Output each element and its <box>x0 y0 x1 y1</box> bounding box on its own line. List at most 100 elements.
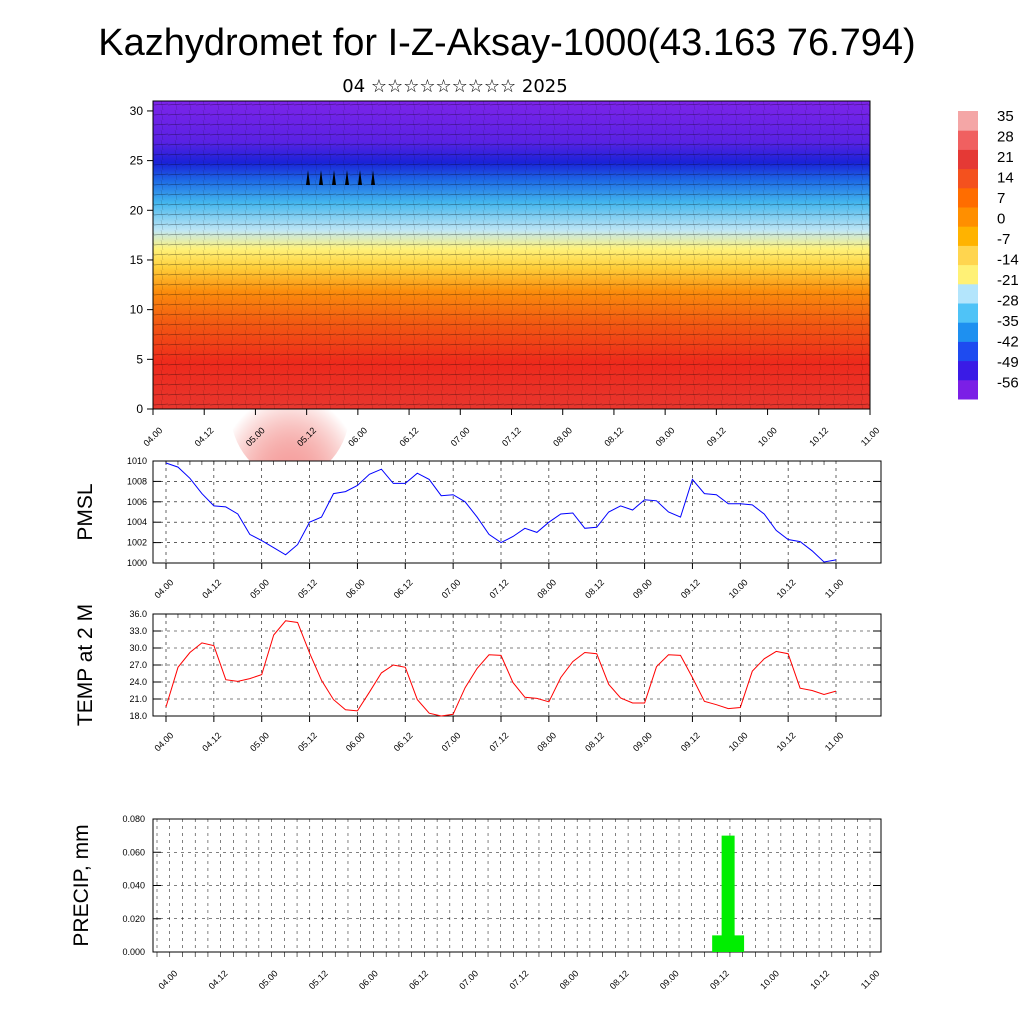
colorbar-swatch <box>958 226 978 246</box>
temp-x-tick-label: 07.00 <box>440 730 463 753</box>
pmsl-x-tick-label: 05.00 <box>248 577 271 600</box>
colorbar-swatch <box>958 149 978 170</box>
pmsl-x-tick-label: 09.00 <box>631 577 654 600</box>
colorbar-swatch <box>958 322 978 342</box>
colorbar-swatch <box>958 207 978 227</box>
temp-y-label: TEMP at 2 M <box>74 604 97 726</box>
precip-x-tick-label: 05.12 <box>307 968 330 991</box>
temp-y-tick-label: 33.0 <box>129 626 147 636</box>
colorbar-swatch <box>958 303 978 323</box>
colorbar-label: -42 <box>997 334 1019 351</box>
precip-y-tick-label: 0.080 <box>122 814 145 824</box>
chart-title: Kazhydromet for I-Z-Aksay-1000(43.163 76… <box>98 22 915 64</box>
heatmap-x-tick-label: 04.12 <box>193 425 216 448</box>
wind-barb <box>319 170 323 185</box>
heatmap-x-tick-label: 08.00 <box>551 425 574 448</box>
heatmap-y-tick-label: 20 <box>130 203 144 217</box>
heatmap-x-tick-label: 09.00 <box>654 425 677 448</box>
heatmap-x-tick-label: 04.00 <box>141 425 164 448</box>
colorbar-label: -7 <box>997 231 1010 248</box>
precip-y-tick-label: 0.060 <box>122 847 145 857</box>
heatmap-y-tick-label: 25 <box>130 154 144 168</box>
colorbar-swatch <box>958 111 978 131</box>
temp-x-tick-label: 06.00 <box>344 730 367 753</box>
wind-barb <box>332 170 336 185</box>
wind-barb <box>371 170 375 185</box>
temp-y-tick-label: 21.0 <box>129 694 147 704</box>
pmsl-y-label: PMSL <box>74 483 97 540</box>
pmsl-y-tick-label: 1010 <box>127 456 147 466</box>
pmsl-x-tick-label: 07.00 <box>440 577 463 600</box>
temp-y-tick-label: 27.0 <box>129 660 147 670</box>
pmsl-x-tick-label: 06.00 <box>344 577 367 600</box>
pmsl-x-tick-label: 11.00 <box>823 577 846 600</box>
precip-x-tick-label: 08.12 <box>608 968 631 991</box>
precip-bar <box>721 835 735 952</box>
temp-x-tick-label: 08.00 <box>535 730 558 753</box>
pmsl-panel: 1000 1002 1004 1006 1008 1010 04.00 04.12 05.00 0… <box>74 456 882 600</box>
colorbar-label: 0 <box>997 211 1005 228</box>
colorbar-label: -14 <box>997 252 1019 269</box>
pmsl-x-tick-label: 08.12 <box>583 577 606 600</box>
pmsl-y-tick-label: 1004 <box>127 517 147 527</box>
colorbar-swatch <box>958 130 978 150</box>
temp-series-line <box>165 620 837 717</box>
pmsl-x-tick-label: 04.00 <box>152 577 175 600</box>
colorbar-label: 21 <box>997 149 1014 166</box>
precip-x-tick-label: 08.00 <box>558 968 581 991</box>
precip-x-tick-label: 04.12 <box>207 968 230 991</box>
precip-x-tick-label: 10.00 <box>758 968 781 991</box>
heatmap-x-tick-label: 09.12 <box>705 425 728 448</box>
heatmap-y-tick-label: 15 <box>130 253 144 267</box>
pmsl-y-tick-label: 1000 <box>127 558 147 568</box>
precip-y-tick-label: 0.040 <box>122 881 145 891</box>
precip-x-tick-label: 05.00 <box>257 968 280 991</box>
precip-x-tick-label: 06.12 <box>407 968 430 991</box>
pmsl-x-tick-label: 10.12 <box>775 577 798 600</box>
colorbar-swatch <box>958 264 978 285</box>
temp-y-tick-label: 36.0 <box>129 609 147 619</box>
temp-x-tick-label: 06.12 <box>392 730 415 753</box>
temp-x-tick-label: 10.00 <box>727 730 750 753</box>
chart-subtitle: 04 ☆☆☆☆☆☆☆☆☆ 2025 <box>342 76 567 97</box>
colorbar-label: -49 <box>997 354 1019 371</box>
heatmap-x-tick-label: 10.12 <box>807 425 830 448</box>
pmsl-x-tick-label: 10.00 <box>727 577 750 600</box>
precip-x-tick-label: 07.12 <box>507 968 530 991</box>
pmsl-series-line <box>165 462 837 563</box>
precip-y-label: PRECIP, mm <box>70 824 93 946</box>
temp-x-tick-label: 11.00 <box>823 730 846 753</box>
pmsl-y-tick-label: 1006 <box>127 497 147 507</box>
colorbar-label: 35 <box>997 108 1014 125</box>
colorbar-swatch <box>958 360 978 381</box>
heatmap-x-tick-label: 11.00 <box>859 425 882 448</box>
colorbar-swatch <box>958 341 978 362</box>
heatmap-x-tick-label: 07.00 <box>449 425 472 448</box>
colorbar-label: -28 <box>997 293 1019 310</box>
pmsl-x-tick-label: 08.00 <box>535 577 558 600</box>
colorbar-swatch <box>958 379 978 400</box>
temp-y-tick-label: 18.0 <box>129 711 147 721</box>
wind-field <box>153 101 870 409</box>
heatmap-y-tick-label: 10 <box>130 303 144 317</box>
temp-x-tick-label: 05.00 <box>248 730 271 753</box>
heatmap-y-tick-label: 30 <box>130 104 144 118</box>
heatmap-x-tick-label: 10.00 <box>756 425 779 448</box>
precip-panel: 0.000 0.020 0.040 0.060 0.080 04.00 04.12 05.00… <box>70 814 882 991</box>
heatmap-x-tick-label: 08.12 <box>602 425 625 448</box>
temp-panel: 18.0 21.0 24.0 27.0 30.0 33.0 36.0 04.00 04.12 05… <box>74 604 882 753</box>
pmsl-y-tick-label: 1008 <box>127 476 147 486</box>
colorbar-swatch <box>958 187 978 208</box>
temp-x-tick-label: 09.12 <box>679 730 702 753</box>
precip-x-tick-label: 06.00 <box>357 968 380 991</box>
heatmap-x-tick-label: 07.12 <box>500 425 523 448</box>
wind-barb <box>358 170 362 185</box>
temp-x-tick-label: 09.00 <box>631 730 654 753</box>
temp-y-tick-label: 24.0 <box>129 677 147 687</box>
temp-x-tick-label: 10.12 <box>775 730 798 753</box>
colorbar-swatch <box>958 168 978 189</box>
colorbar-label: 28 <box>997 129 1014 146</box>
pmsl-x-tick-label: 06.12 <box>392 577 415 600</box>
